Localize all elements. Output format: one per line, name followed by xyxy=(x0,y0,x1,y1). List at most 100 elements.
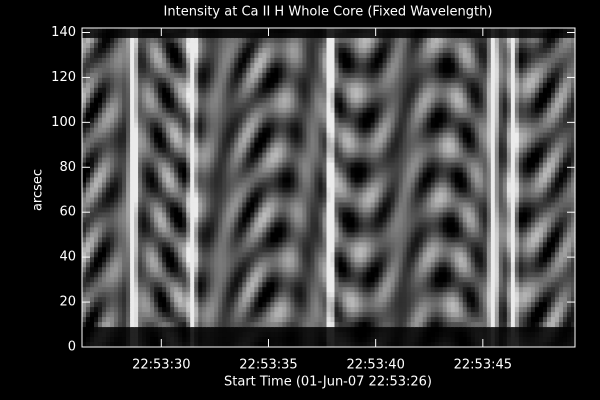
image-cell xyxy=(246,117,251,124)
image-cell xyxy=(122,342,127,348)
image-cell xyxy=(374,327,380,333)
image-cell xyxy=(346,67,352,74)
image-cell xyxy=(242,102,247,109)
image-cell xyxy=(370,67,376,74)
image-cell xyxy=(362,112,368,119)
image-cell xyxy=(314,147,320,154)
image-cell xyxy=(246,297,251,303)
image-cell xyxy=(330,127,336,134)
image-cell xyxy=(274,312,279,318)
image-cell xyxy=(302,277,308,283)
image-cell xyxy=(290,197,296,204)
image-cell xyxy=(150,157,155,164)
image-cell xyxy=(142,67,147,74)
image-cell xyxy=(146,107,151,114)
image-cell xyxy=(238,307,243,313)
image-cell xyxy=(354,327,360,333)
image-cell xyxy=(270,212,275,219)
image-cell xyxy=(314,342,320,348)
image-cell xyxy=(162,107,167,114)
image-cell xyxy=(382,197,388,204)
image-cell xyxy=(126,192,131,199)
image-cell xyxy=(162,162,167,169)
image-cell xyxy=(338,277,344,283)
image-cell xyxy=(246,162,251,169)
image-cell xyxy=(218,62,223,69)
image-cell xyxy=(230,142,235,149)
image-cell xyxy=(306,322,312,328)
image-cell xyxy=(222,337,227,343)
image-cell xyxy=(202,132,207,139)
image-cell xyxy=(234,207,239,214)
image-cell xyxy=(122,107,127,114)
image-cell xyxy=(162,112,167,119)
image-cell xyxy=(318,127,324,134)
image-cell xyxy=(318,322,324,328)
image-cell xyxy=(142,317,147,323)
image-cell xyxy=(374,227,380,233)
image-cell xyxy=(242,307,247,313)
image-cell xyxy=(114,292,119,298)
image-cell xyxy=(358,202,364,209)
image-cell xyxy=(218,42,223,49)
image-cell xyxy=(170,177,175,184)
image-cell xyxy=(298,322,304,328)
image-cell xyxy=(118,222,123,228)
image-cell xyxy=(246,67,251,74)
image-cell xyxy=(110,77,115,84)
image-cell xyxy=(122,122,127,129)
image-cell xyxy=(286,107,292,114)
image-cell xyxy=(338,137,344,144)
image-cell xyxy=(154,157,159,164)
image-cell xyxy=(306,97,312,104)
image-cell xyxy=(358,297,364,303)
image-cell xyxy=(322,137,328,144)
image-cell xyxy=(138,227,143,233)
image-cell xyxy=(346,327,352,333)
image-cell xyxy=(82,202,87,209)
image-cell xyxy=(210,317,215,323)
image-cell xyxy=(182,82,187,89)
image-cell xyxy=(202,182,207,189)
image-cell xyxy=(350,72,356,79)
image-cell xyxy=(266,297,271,303)
image-cell xyxy=(202,207,207,214)
image-cell xyxy=(262,312,267,318)
image-cell xyxy=(278,152,284,159)
image-cell xyxy=(158,232,163,238)
image-cell xyxy=(198,152,203,159)
image-cell xyxy=(238,262,243,268)
image-cell xyxy=(306,87,312,94)
image-cell xyxy=(302,162,308,169)
image-cell xyxy=(390,187,396,194)
image-cell xyxy=(246,42,251,49)
image-cell xyxy=(218,202,223,209)
image-cell xyxy=(190,292,195,298)
image-cell xyxy=(238,52,243,59)
image-cell xyxy=(130,187,135,194)
image-cell xyxy=(174,312,179,318)
image-cell xyxy=(94,297,99,303)
image-cell xyxy=(290,112,296,119)
image-cell xyxy=(122,192,127,199)
image-cell xyxy=(118,287,123,293)
image-cell xyxy=(210,127,215,134)
image-cell xyxy=(194,157,199,164)
image-cell xyxy=(254,202,259,209)
image-cell xyxy=(106,332,111,338)
image-cell xyxy=(382,187,388,194)
image-cell xyxy=(166,242,171,248)
image-cell xyxy=(94,77,99,84)
image-cell xyxy=(254,192,259,199)
image-cell xyxy=(286,67,292,74)
image-cell xyxy=(278,322,284,328)
image-cell xyxy=(318,37,324,44)
image-cell xyxy=(338,332,344,338)
image-cell xyxy=(114,307,119,313)
image-cell xyxy=(330,92,336,99)
image-cell xyxy=(206,217,211,223)
image-cell xyxy=(386,252,392,258)
image-cell xyxy=(354,202,360,209)
image-cell xyxy=(334,242,340,248)
image-cell xyxy=(110,207,115,214)
